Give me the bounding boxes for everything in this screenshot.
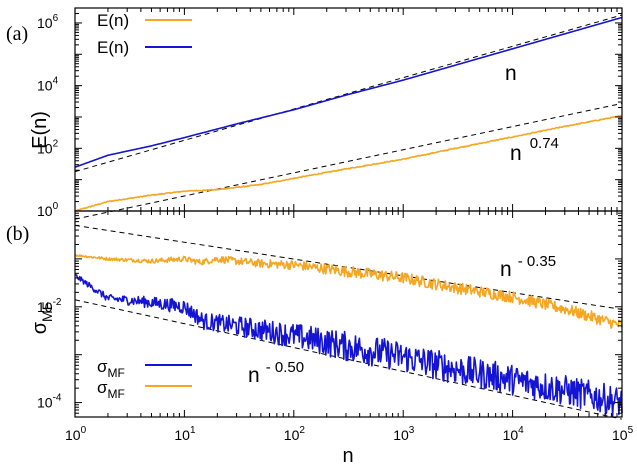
series-line-orange-0 bbox=[74, 114, 623, 212]
x-tick-label-exp: 5 bbox=[628, 425, 634, 436]
x-axis-label: n bbox=[342, 445, 353, 466]
legend-b: σMF σMF bbox=[97, 357, 192, 401]
x-tick-label-0: 100 bbox=[65, 425, 87, 443]
reference-line-0-0 bbox=[74, 14, 623, 173]
annotation-n-minus-050-base: n bbox=[248, 364, 260, 387]
y-tick-label-exp: -2 bbox=[53, 297, 62, 308]
annotation-n-minus-035: n - 0.35 bbox=[500, 253, 556, 281]
legend-label-orange-a: E(n) bbox=[97, 11, 129, 30]
y-axis-label-b: σMF bbox=[29, 302, 55, 335]
annotation-n-minus-035-base: n bbox=[500, 258, 512, 281]
y-tick-label-1-1: 10-2 bbox=[37, 297, 62, 315]
legend-a: E(n) E(n) bbox=[97, 11, 192, 57]
y-tick-label-1-0: 10-4 bbox=[37, 393, 62, 411]
annotation-n-minus-050: n - 0.50 bbox=[248, 359, 304, 387]
y-tick-label-base: 10 bbox=[37, 299, 53, 315]
y-tick-label-0-3: 106 bbox=[37, 13, 59, 31]
y-tick-label-base: 10 bbox=[37, 15, 53, 31]
annotation-n-074: n 0.74 bbox=[510, 135, 559, 165]
x-tick-label-exp: 2 bbox=[299, 425, 305, 436]
x-tick-label-exp: 4 bbox=[518, 425, 524, 436]
annotation-n-slope1-base: n bbox=[505, 62, 517, 85]
x-ticks: 100 101 102 103 104 105 bbox=[65, 8, 634, 443]
series-b bbox=[74, 254, 623, 417]
x-tick-label-base: 10 bbox=[65, 427, 81, 443]
legend-label-orange-b-sub: MF bbox=[108, 387, 125, 401]
x-tick-label-5: 105 bbox=[612, 425, 634, 443]
y-tick-label-0-1: 102 bbox=[37, 138, 59, 156]
panel-label-b: (b) bbox=[6, 223, 29, 245]
x-tick-label-1: 101 bbox=[174, 425, 196, 443]
y-tick-label-exp: 6 bbox=[53, 13, 59, 24]
legend-label-blue-b-sub: MF bbox=[108, 366, 125, 380]
annotation-n-074-base: n bbox=[510, 142, 522, 165]
annotation-n-minus-035-exp: - 0.35 bbox=[518, 253, 556, 270]
x-tick-label-base: 10 bbox=[174, 427, 190, 443]
legend-label-blue-b-main: σ bbox=[97, 357, 108, 376]
y-axis-label-b-main: σ bbox=[29, 321, 51, 334]
x-tick-label-base: 10 bbox=[393, 427, 409, 443]
y-tick-label-exp: 4 bbox=[53, 76, 59, 87]
y-tick-label-0-0: 100 bbox=[37, 201, 59, 219]
legend-label-orange-b: σMF bbox=[97, 378, 125, 401]
y-tick-label-exp: 0 bbox=[53, 201, 59, 212]
x-tick-label-2: 102 bbox=[284, 425, 306, 443]
legend-label-orange-b-main: σ bbox=[97, 378, 108, 397]
series-line-blue-1 bbox=[74, 273, 623, 417]
annotation-n-minus-050-exp: - 0.50 bbox=[266, 359, 304, 376]
y-tick-label-base: 10 bbox=[37, 203, 53, 219]
y-axis-label-b-sub: MF bbox=[39, 302, 55, 322]
series-line-blue-0 bbox=[74, 16, 623, 168]
reference-lines-a bbox=[74, 14, 623, 220]
panel-b: 10-410-2 100 101 102 103 104 105 (b) σMF σMF … bbox=[6, 8, 634, 443]
plot-frame-a bbox=[74, 7, 623, 212]
ticks-b: 10-410-2 bbox=[37, 210, 622, 418]
legend-label-blue-a: E(n) bbox=[97, 38, 129, 57]
x-tick-label-3: 103 bbox=[393, 425, 415, 443]
annotation-n-slope1: n bbox=[505, 62, 517, 85]
y-tick-label-exp: -4 bbox=[53, 393, 62, 404]
series-line-orange-1 bbox=[74, 254, 623, 330]
x-tick-label-4: 104 bbox=[503, 425, 525, 443]
y-tick-label-exp: 2 bbox=[53, 138, 59, 149]
y-tick-label-base: 10 bbox=[37, 78, 53, 94]
y-axis-label-a: E(n) bbox=[29, 111, 51, 149]
reference-line-0-1 bbox=[74, 102, 623, 220]
panel-label-a: (a) bbox=[6, 23, 28, 45]
x-tick-label-exp: 1 bbox=[190, 425, 196, 436]
x-tick-label-base: 10 bbox=[503, 427, 519, 443]
y-tick-label-0-2: 104 bbox=[37, 76, 59, 94]
y-tick-label-base: 10 bbox=[37, 140, 53, 156]
x-tick-label-base: 10 bbox=[284, 427, 300, 443]
x-tick-label-exp: 3 bbox=[409, 425, 415, 436]
x-tick-label-exp: 0 bbox=[81, 425, 87, 436]
legend-label-blue-b: σMF bbox=[97, 357, 125, 380]
y-tick-label-base: 10 bbox=[37, 395, 53, 411]
x-tick-label-base: 10 bbox=[612, 427, 628, 443]
series-a bbox=[74, 16, 623, 212]
annotation-n-074-exp: 0.74 bbox=[530, 135, 559, 152]
